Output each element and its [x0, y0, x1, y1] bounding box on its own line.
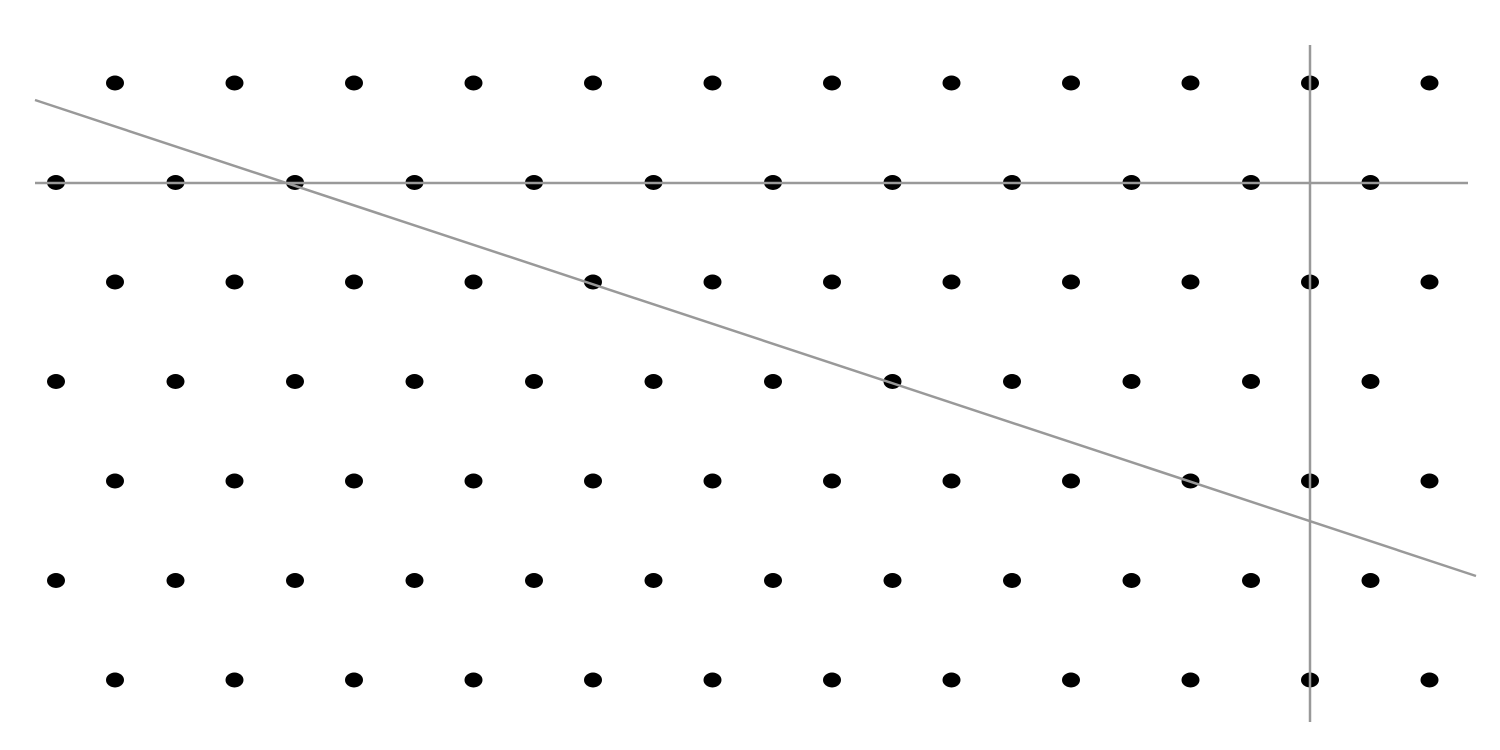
lattice-dot [166, 573, 185, 588]
lattice-dot [823, 672, 841, 688]
lattice-dot [703, 274, 722, 290]
lattice-dot [345, 473, 363, 489]
lattice-dot [1122, 573, 1141, 588]
lattice-dot [1062, 274, 1080, 290]
lattice-dot [225, 75, 244, 91]
lattice-dot [525, 573, 543, 588]
lattice-dot [584, 473, 602, 489]
lattice-dot [345, 274, 363, 290]
lattice-dot [1420, 75, 1439, 91]
lattice-dot [1181, 75, 1200, 91]
lattice-dot [405, 374, 424, 389]
lattice-dot [703, 672, 722, 688]
lattice-dot [584, 75, 602, 91]
lattice-dot [106, 672, 124, 688]
lattice-dot [106, 75, 124, 91]
lattice-dot [764, 374, 782, 389]
lattice-dot [823, 473, 841, 489]
lattice-dot [1003, 374, 1021, 389]
lattice-dot [1242, 573, 1260, 588]
lattice-dot [1181, 672, 1200, 688]
lattice-dot [225, 672, 244, 688]
lattice-dot [823, 274, 841, 290]
lattice-dots [47, 75, 1439, 688]
lattice-dot [1361, 374, 1380, 389]
lattice-dot [525, 374, 543, 389]
lattice-dot [1062, 75, 1080, 91]
lattice-dot [286, 573, 304, 588]
lattice-dot [703, 75, 722, 91]
lattice-dot [1361, 573, 1380, 588]
lattice-dot [883, 573, 902, 588]
lattice-dot [405, 573, 424, 588]
lattice-dot [464, 75, 483, 91]
lattice-dot [942, 473, 961, 489]
lattice-dot [106, 274, 124, 290]
lattice-dot [1122, 374, 1141, 389]
lattice-dot [644, 573, 663, 588]
lattice-dot [1062, 672, 1080, 688]
lattice-dot [1003, 573, 1021, 588]
lattice-dot [464, 473, 483, 489]
lattice-dot [1181, 274, 1200, 290]
lattice-dot [345, 75, 363, 91]
lattice-dot [106, 473, 124, 489]
lattice-dot [47, 374, 65, 389]
lattice-dot [942, 274, 961, 290]
lattice-dot [1420, 274, 1439, 290]
lattice-dot [1420, 672, 1439, 688]
lattice-dot [703, 473, 722, 489]
lattice-dot [584, 672, 602, 688]
lattice-dot [464, 672, 483, 688]
lattice-dot [823, 75, 841, 91]
lattice-dot [345, 672, 363, 688]
lattice-dot [464, 274, 483, 290]
lattice-dot [644, 374, 663, 389]
lattice-dot [286, 374, 304, 389]
lattice-dot [942, 672, 961, 688]
lattice-dot [1062, 473, 1080, 489]
lattice-dot [166, 374, 185, 389]
lattice-lines [34, 45, 1477, 722]
lattice-dot [764, 573, 782, 588]
diagonal-line [34, 98, 1477, 578]
lattice-dot [1420, 473, 1439, 489]
lattice-dot [47, 573, 65, 588]
lattice-dot [225, 473, 244, 489]
lattice-dot [1242, 374, 1260, 389]
lattice-dot [225, 274, 244, 290]
lattice-dot [942, 75, 961, 91]
